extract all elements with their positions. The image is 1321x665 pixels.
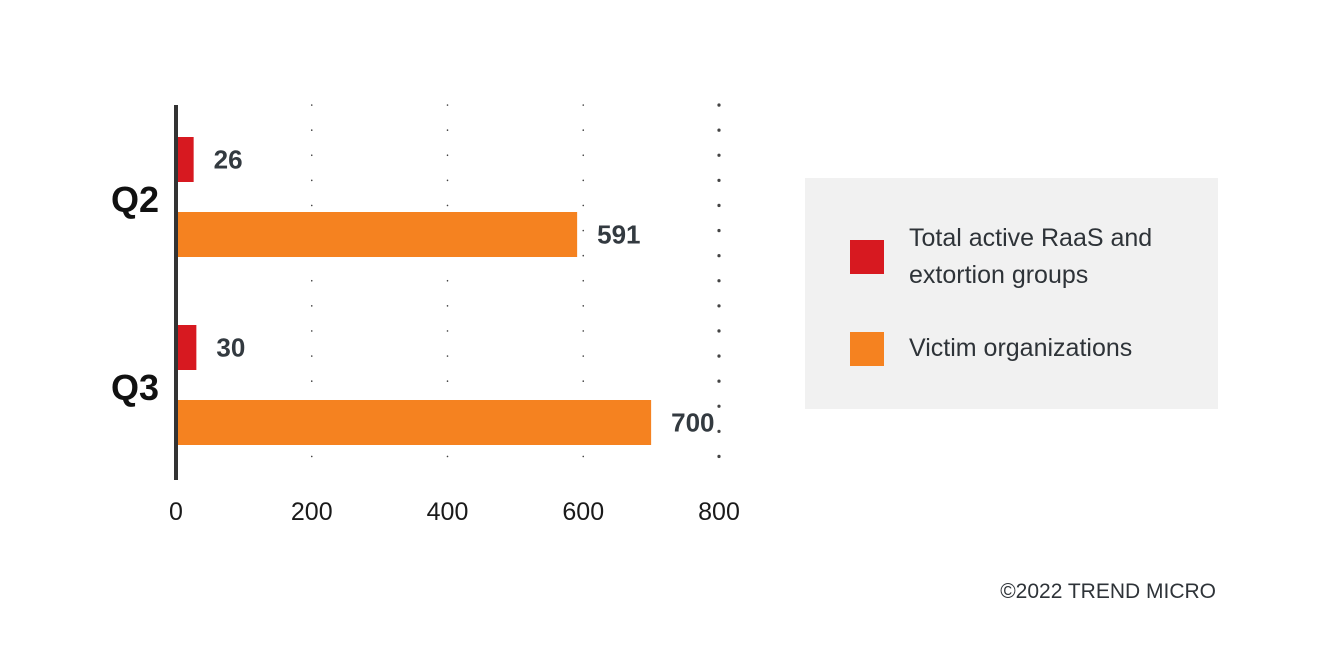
legend-swatch-orange [850, 331, 884, 366]
x-tick-label: 800 [698, 498, 740, 526]
x-tick-label: 0 [169, 498, 183, 526]
bar [176, 137, 194, 182]
category-label: Q2 [111, 179, 159, 220]
bar [176, 212, 578, 257]
legend: Total active RaaS and extortion groups V… [805, 178, 1218, 409]
legend-item-victim-organizations: Victim organizations [850, 330, 1199, 367]
bar [176, 325, 197, 370]
x-tick-label: 200 [291, 498, 333, 526]
legend-label: Total active RaaS and extortion groups [909, 224, 1153, 289]
data-label: 591 [597, 220, 640, 250]
legend-swatch-red [850, 240, 884, 274]
data-label: 26 [214, 145, 243, 175]
legend-item-raas-groups: Total active RaaS and extortion groups [850, 220, 1199, 294]
x-tick-label: 600 [562, 498, 604, 526]
bar [176, 400, 652, 445]
data-label: 30 [216, 333, 245, 363]
legend-label: Victim organizations [909, 334, 1133, 362]
labels-layer: 0 200 400 600 800 Q2 26 591 Q3 30 700 [111, 145, 740, 527]
category-label: Q3 [111, 367, 159, 408]
copyright-text: ©2022 TREND MICRO [1000, 580, 1216, 603]
data-label: 700 [671, 408, 714, 438]
bars-layer [176, 137, 652, 445]
x-tick-label: 400 [427, 498, 469, 526]
